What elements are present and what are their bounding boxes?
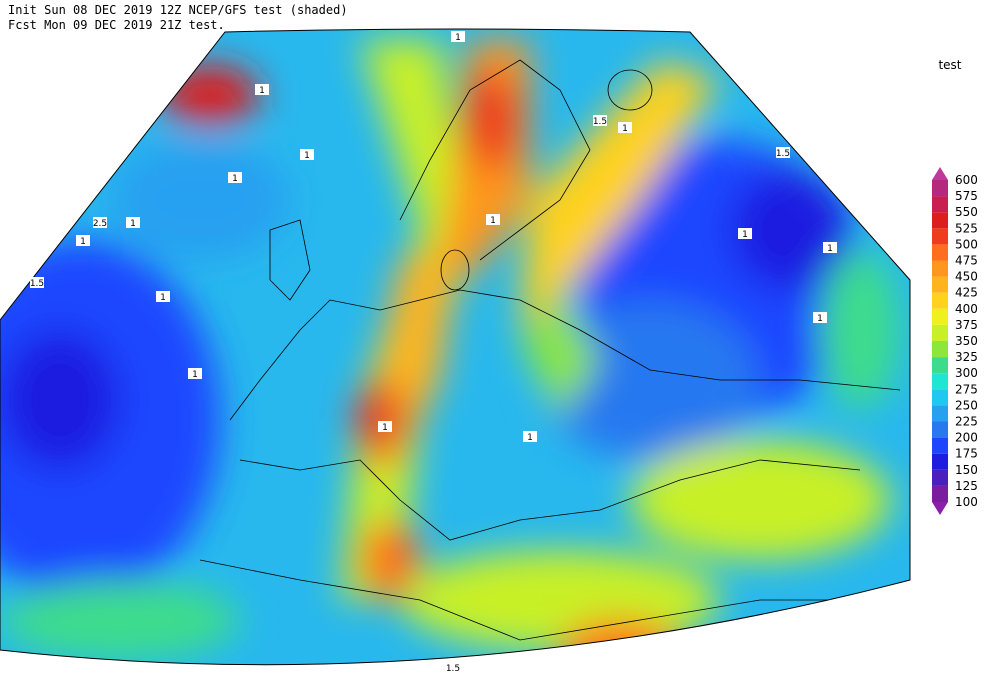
colorbar-swatch bbox=[932, 228, 948, 245]
colorbar-swatch bbox=[932, 276, 948, 293]
contour-label: 1 bbox=[192, 370, 198, 380]
header-line1: Init Sun 08 DEC 2019 12Z NCEP/GFS test (… bbox=[8, 3, 348, 17]
colorbar-label: 600 bbox=[955, 173, 978, 187]
contour-label-box bbox=[228, 172, 242, 183]
contour-label-box bbox=[378, 421, 392, 432]
contour-label-box bbox=[813, 312, 827, 323]
colorbar-swatch bbox=[932, 357, 948, 374]
colorbar-label: 575 bbox=[955, 189, 978, 203]
contour-label: 1 bbox=[259, 86, 265, 96]
contour-label: 1 bbox=[382, 423, 388, 433]
contour-label: 1 bbox=[827, 244, 833, 254]
coastlines bbox=[199, 59, 901, 641]
colorbar-label: 250 bbox=[955, 398, 978, 412]
colorbar-swatch bbox=[932, 421, 948, 438]
contour-label-box bbox=[738, 228, 752, 239]
contour-label: 1.5 bbox=[30, 279, 44, 289]
colorbar-swatch bbox=[932, 485, 948, 502]
colorbar-swatch bbox=[932, 389, 948, 406]
contour-label: 1 bbox=[817, 314, 823, 324]
colorbar-label: 325 bbox=[955, 350, 978, 364]
colorbar-swatch bbox=[932, 308, 948, 325]
contour-label-box bbox=[446, 662, 460, 673]
contour-label-box bbox=[300, 149, 314, 160]
colorbar-under bbox=[932, 502, 948, 515]
colorbar-swatch bbox=[932, 405, 948, 422]
contour-label-box bbox=[156, 291, 170, 302]
contour-label: 1 bbox=[304, 151, 310, 161]
contour-label-box bbox=[486, 214, 500, 225]
colorbar-label: 400 bbox=[955, 302, 978, 316]
contour-label: 1.5 bbox=[776, 149, 790, 159]
colorbar-swatch bbox=[932, 260, 948, 277]
colorbar-swatch bbox=[932, 292, 948, 309]
contour-label: 1 bbox=[527, 433, 533, 443]
contour-label: 1 bbox=[160, 293, 166, 303]
colorbar-label: 225 bbox=[955, 415, 978, 429]
colorbar-label: 500 bbox=[955, 237, 978, 251]
colorbar-label: 475 bbox=[955, 254, 978, 268]
colorbar-swatch bbox=[932, 196, 948, 213]
contour-label-box bbox=[776, 147, 790, 158]
contour-label-box bbox=[255, 84, 269, 95]
contour-label: 1 bbox=[490, 216, 496, 226]
contour-label-box bbox=[126, 217, 140, 228]
colorbar-label: 100 bbox=[955, 495, 978, 509]
contour-label: 1 bbox=[742, 230, 748, 240]
colorbar-swatch bbox=[932, 469, 948, 486]
contour-label: 1 bbox=[232, 174, 238, 184]
contour-labels: 1 1 1 1.5 1 1 1.5 1 1 2.5 1 1.5 1 1 1 1 1 1 1 1.5 bbox=[30, 31, 837, 674]
contour-label: 1 bbox=[622, 124, 628, 134]
colorbar-label: 125 bbox=[955, 479, 978, 493]
map-border bbox=[0, 28, 911, 666]
header-line2: Fcst Mon 09 DEC 2019 21Z test. bbox=[8, 18, 225, 32]
colorbar-label: 550 bbox=[955, 205, 978, 219]
colorbar: 100 125 150 175 200 225 250 275 300 325 350 375 400 4… bbox=[932, 167, 978, 515]
colorbar-swatch bbox=[932, 244, 948, 261]
colorbar-swatch bbox=[932, 437, 948, 454]
contour-label-box bbox=[618, 122, 632, 133]
colorbar-label: 200 bbox=[955, 431, 978, 445]
colorbar-swatch bbox=[932, 180, 948, 197]
colorbar-label: 450 bbox=[955, 270, 978, 284]
contour-label: 1 bbox=[80, 237, 86, 247]
colorbar-swatch bbox=[932, 453, 948, 470]
colorbar-label: 375 bbox=[955, 318, 978, 332]
colorbar-label: 275 bbox=[955, 382, 978, 396]
colorbar-label: 350 bbox=[955, 334, 978, 348]
colorbar-over bbox=[932, 167, 948, 180]
colorbar-swatch bbox=[932, 212, 948, 229]
contour-label-box bbox=[76, 235, 90, 246]
shaded-field bbox=[0, 29, 910, 665]
colorbar-swatch bbox=[932, 324, 948, 341]
contour-label: 1.5 bbox=[446, 664, 460, 674]
contour-label-box bbox=[188, 368, 202, 379]
contour-label-box bbox=[823, 242, 837, 253]
legend-title: test bbox=[938, 58, 961, 72]
colorbar-label: 150 bbox=[955, 463, 978, 477]
contour-label-box bbox=[30, 277, 44, 288]
contour-label-box bbox=[523, 431, 537, 442]
colorbar-label: 175 bbox=[955, 447, 978, 461]
colorbar-swatch bbox=[932, 373, 948, 390]
contour-label: 2.5 bbox=[93, 219, 107, 229]
contour-label: 1.5 bbox=[593, 117, 607, 127]
contour-label-box bbox=[593, 115, 607, 126]
colorbar-label: 300 bbox=[955, 366, 978, 380]
contour-label-box bbox=[451, 31, 465, 42]
contour-label-box bbox=[93, 217, 107, 228]
contour-label: 1 bbox=[455, 33, 461, 43]
colorbar-label: 425 bbox=[955, 286, 978, 300]
contour-label: 1 bbox=[130, 219, 136, 229]
colorbar-swatch bbox=[932, 341, 948, 358]
colorbar-label: 525 bbox=[955, 221, 978, 235]
